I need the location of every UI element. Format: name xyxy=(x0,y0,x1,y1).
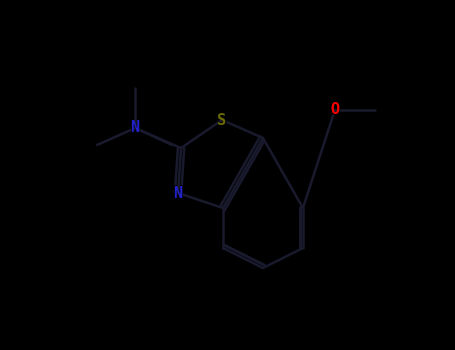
Text: N: N xyxy=(131,120,140,135)
Text: N: N xyxy=(172,184,183,202)
Text: N: N xyxy=(130,119,141,137)
Text: S: S xyxy=(217,112,227,127)
Text: O: O xyxy=(330,103,339,118)
Text: N: N xyxy=(173,186,182,201)
Text: O: O xyxy=(329,101,340,119)
Text: S: S xyxy=(217,111,228,129)
